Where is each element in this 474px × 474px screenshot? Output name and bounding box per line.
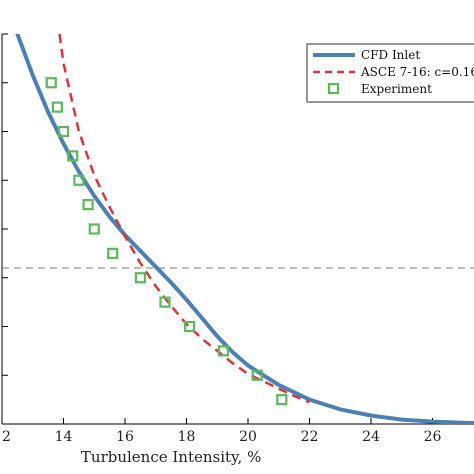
legend-label-experiment: Experiment — [361, 82, 432, 96]
experiment-marker — [73, 174, 85, 186]
experiment-marker — [57, 125, 70, 138]
experiment-marker — [276, 394, 288, 406]
experiment-marker — [51, 101, 63, 113]
x-tick-label: 20 — [239, 429, 257, 445]
experiment-marker — [45, 77, 57, 89]
experiment-marker — [134, 272, 146, 284]
experiment-marker — [88, 223, 100, 235]
x-tick-label: 12 — [0, 429, 11, 445]
cfd-inlet-line — [15, 34, 474, 424]
x-tick-label: 18 — [178, 429, 196, 445]
x-axis-title: Turbulence Intensity, % — [81, 448, 261, 466]
y-axis-ticks — [2, 33, 8, 425]
x-tick-label: 26 — [424, 429, 442, 445]
experiment-marker — [251, 369, 263, 381]
experiment-marker — [217, 345, 229, 357]
experiment-marker — [67, 150, 79, 162]
x-axis-ticks: 12 14 16 18 20 22 24 26 — [0, 418, 441, 445]
x-tick-label: 22 — [301, 429, 319, 445]
legend-swatch-experiment — [327, 82, 340, 95]
experiment-marker — [183, 320, 196, 333]
series-layer — [15, 34, 474, 424]
experiment-marker — [107, 247, 119, 259]
x-tick-label: 14 — [55, 429, 73, 445]
experiment-marker — [82, 199, 94, 211]
x-tick-label: 16 — [116, 429, 134, 445]
legend: CFD Inlet ASCE 7-16: c=0.16 Experiment — [306, 43, 474, 103]
asce-line — [58, 34, 310, 404]
legend-label-cfd-inlet: CFD Inlet — [361, 48, 420, 62]
legend-label-asce: ASCE 7-16: c=0.16 — [360, 65, 474, 79]
experiment-marker — [159, 296, 171, 308]
x-tick-label: 24 — [362, 429, 380, 445]
